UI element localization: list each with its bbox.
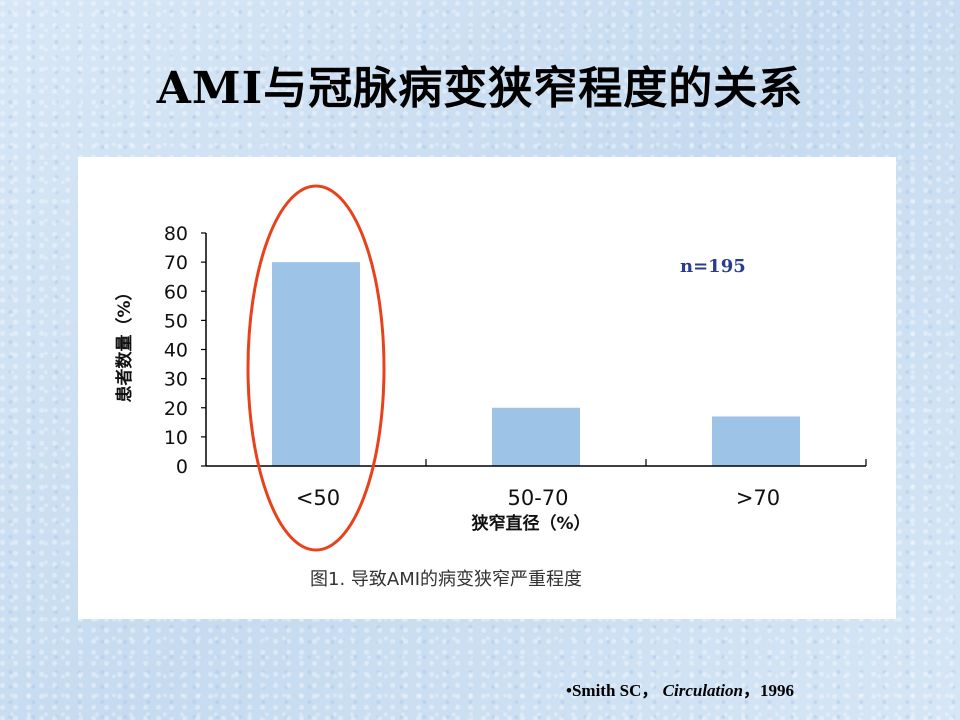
bar xyxy=(712,416,800,466)
y-tick-label: 0 xyxy=(176,456,188,478)
y-axis-label: 患者数量（%） xyxy=(114,283,135,402)
bars xyxy=(272,262,800,466)
y-tick-label: 70 xyxy=(164,252,188,274)
y-tick-label: 60 xyxy=(164,281,188,303)
x-axis-label: 狭窄直径（%） xyxy=(470,513,590,534)
x-tick-label: >70 xyxy=(736,486,780,510)
highlight-ellipse xyxy=(246,184,386,552)
citation-year: ，1996 xyxy=(742,681,794,700)
citation-journal: Circulation xyxy=(662,681,743,700)
y-tick-label: 10 xyxy=(164,427,188,449)
y-tick-label: 30 xyxy=(164,369,188,391)
citation-author: Smith SC， xyxy=(571,681,659,700)
citation: •Smith SC， Circulation，1996 xyxy=(566,676,794,701)
x-axis-ticks xyxy=(425,459,867,466)
bar-chart: 0 10 20 30 40 50 60 70 80 <50 50-70 >70 患者数量（%） 狭窄… xyxy=(114,184,867,590)
x-tick-label: <50 xyxy=(296,486,340,510)
y-tick-label: 50 xyxy=(164,310,188,332)
bar xyxy=(492,407,580,466)
x-tick-label: 50-70 xyxy=(507,486,568,510)
y-tick-label: 80 xyxy=(164,223,188,245)
slide-title: AMI与冠脉病变狭窄程度的关系 xyxy=(156,63,804,114)
figure-panel: 0 10 20 30 40 50 60 70 80 <50 50-70 >70 患者数量（%） 狭窄… xyxy=(78,157,896,619)
x-axis-labels: <50 50-70 >70 xyxy=(296,486,780,510)
citation-bullet: • xyxy=(566,681,572,700)
bar xyxy=(272,262,360,466)
y-tick-label: 20 xyxy=(164,398,188,420)
sample-size-annotation: n=195 xyxy=(680,256,746,277)
y-tick-label: 40 xyxy=(164,340,188,362)
y-axis-ticks: 0 10 20 30 40 50 60 70 80 xyxy=(164,223,206,478)
figure-caption: 图1. 导致AMI的病变狭窄严重程度 xyxy=(310,569,582,590)
